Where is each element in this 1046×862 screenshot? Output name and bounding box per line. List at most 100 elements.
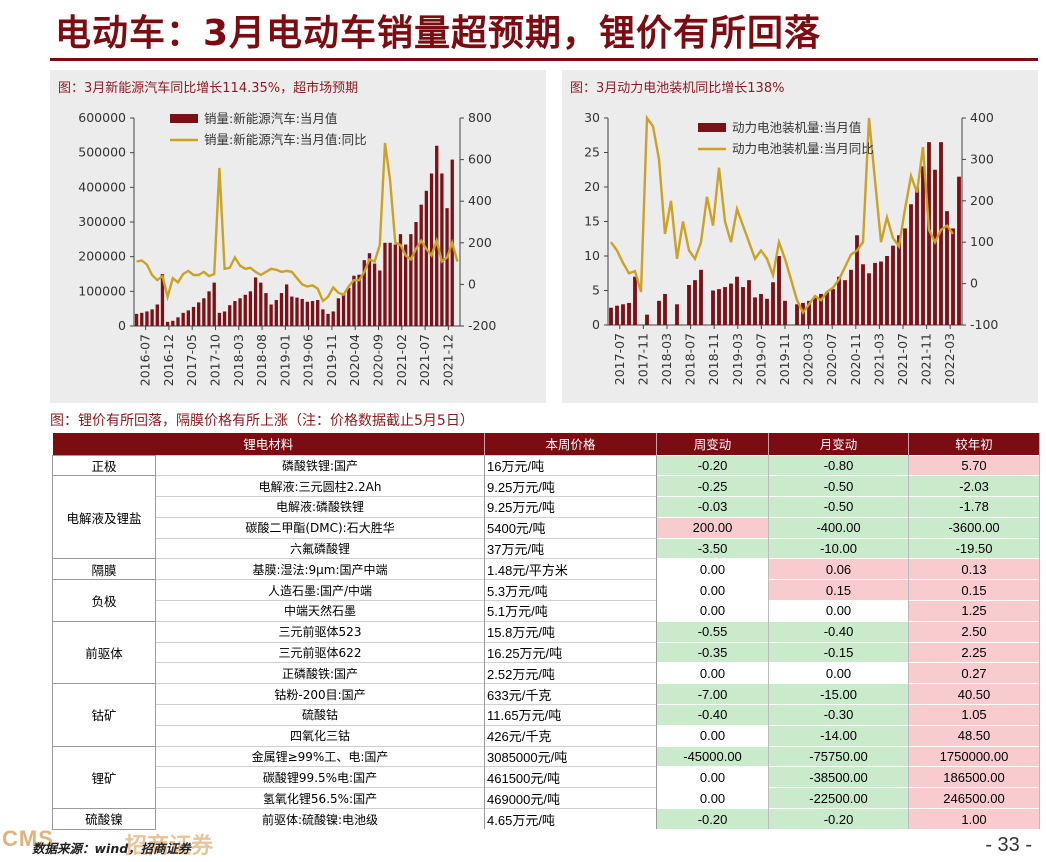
bar: [202, 298, 206, 326]
bar: [843, 280, 847, 325]
week-change-cell: 0.00: [656, 600, 770, 622]
material-name-cell: 人造石墨:国产/中端: [154, 579, 486, 601]
week-change-cell: -45000.00: [656, 745, 770, 767]
brand-logo: CMS: [2, 826, 54, 851]
table-row: 氢氧化锂56.5%:国产 469000元/吨 0.00 -22500.00 246500…: [53, 787, 1041, 809]
bar: [191, 306, 196, 326]
x-tick-label: 2017-11: [635, 333, 650, 385]
price-cell: 3085000元/吨: [484, 745, 658, 767]
month-change-cell: -0.30: [768, 704, 910, 726]
bar: [609, 307, 613, 325]
price-cell: 4.65万元/吨: [484, 808, 658, 830]
bar: [134, 313, 139, 326]
ytd-change-cell: -19.50: [908, 537, 1041, 559]
bar: [837, 276, 841, 325]
bar: [362, 260, 366, 326]
bar: [759, 293, 763, 325]
table-row: 硫酸镍 前驱体:硫酸镍:电池级 4.65万元/吨 -0.20 -0.20 1.00: [52, 808, 1041, 830]
bar: [891, 245, 895, 325]
bar: [921, 166, 925, 325]
x-tick-label: 2021-07: [417, 334, 432, 386]
data-source-note: 数据来源：wind，招商证券: [32, 841, 191, 856]
bar: [321, 309, 325, 326]
ytd-change-cell: 1.00: [908, 808, 1041, 830]
x-tick-label: 2021-03: [871, 333, 886, 385]
bar: [717, 289, 721, 325]
month-change-cell: 0.00: [768, 662, 910, 684]
bar: [409, 234, 413, 326]
month-change-cell: -15.00: [768, 683, 910, 705]
table-row: 锂矿 金属锂≥99%工、电:国产 3085000元/吨 -45000.00 -75750…: [52, 745, 1041, 810]
x-tick-label: 2016-07: [138, 334, 153, 386]
bar: [945, 211, 949, 325]
y-right-tick-label: 0: [468, 276, 476, 291]
month-change-cell: -10.00: [768, 537, 910, 559]
material-name-cell: 氢氧化锂56.5%:国产: [154, 787, 486, 809]
price-cell: 37万元/吨: [484, 537, 658, 559]
legend-bar-swatch: [170, 114, 198, 123]
y-left-tick-label: 200000: [78, 249, 126, 264]
bar: [295, 297, 299, 326]
week-change-cell: -0.55: [656, 620, 770, 643]
bar: [372, 263, 377, 326]
series-line: [610, 114, 954, 315]
x-tick-label: 2019-11: [777, 333, 792, 385]
month-change-cell: -0.20: [768, 808, 910, 830]
y-left-tick-label: 500000: [78, 145, 126, 160]
table-row: 正磷酸铁:国产 2.52万元/吨 0.00 0.00 0.27: [53, 662, 1041, 684]
bar: [336, 298, 341, 326]
price-cell: 633元/千克: [484, 683, 658, 705]
week-change-cell: -0.25: [656, 475, 770, 497]
bar: [813, 297, 817, 325]
month-change-cell: -0.80: [768, 454, 910, 476]
title-rule: [50, 58, 1038, 61]
bar: [429, 173, 434, 326]
bar: [259, 282, 263, 326]
price-cell: 16.25万元/吨: [484, 641, 658, 663]
table-row: 中端天然石墨 5.1万元/吨 0.00 0.00 1.25: [53, 600, 1041, 622]
series-line: [136, 142, 459, 303]
week-change-cell: -0.20: [656, 454, 770, 476]
materials-price-table: 锂电材料 本周价格 周变动 月变动 较年初 正极 磷酸铁锂:国产 16万元/吨 -0.…: [52, 433, 1041, 830]
x-tick-label: 2021-07: [895, 333, 910, 385]
bar: [741, 287, 745, 325]
ytd-change-cell: 2.25: [908, 641, 1041, 663]
bar: [284, 284, 289, 326]
month-change-cell: -75750.00: [768, 745, 910, 767]
ytd-change-cell: 0.27: [908, 662, 1041, 684]
bar: [222, 311, 227, 326]
x-tick-label: 2017-10: [208, 334, 223, 386]
y-right-tick-label: -200: [468, 318, 496, 333]
x-tick-label: 2018-07: [683, 333, 698, 385]
bar: [274, 300, 278, 326]
category-cell: 负极: [52, 579, 156, 622]
week-change-cell: -7.00: [656, 683, 770, 705]
bar: [729, 283, 733, 325]
y-left-tick-label: 30: [584, 110, 600, 125]
x-tick-label: 2019-03: [730, 333, 745, 385]
x-tick-label: 2019-11: [324, 334, 339, 386]
x-tick-label: 2017-07: [612, 333, 627, 385]
table-row: 六氟磷酸锂 37万元/吨 -3.50 -10.00 -19.50: [53, 537, 1041, 559]
category-cell: 钴矿: [52, 683, 156, 747]
table-row: 碳酸锂99.5%电:国产 461500元/吨 0.00 -38500.00 186500…: [53, 766, 1041, 788]
material-name-cell: 碳酸锂99.5%电:国产: [154, 766, 486, 788]
price-cell: 2.52万元/吨: [484, 662, 658, 684]
month-change-cell: -400.00: [768, 516, 910, 539]
month-change-cell: 0.15: [768, 579, 910, 601]
header-month-change: 月变动: [768, 433, 910, 455]
ytd-change-cell: 0.15: [908, 579, 1041, 601]
bar: [615, 305, 619, 325]
price-cell: 9.25万元/吨: [484, 496, 658, 518]
legend-bar-label: 销量:新能源汽车:当月值: [204, 111, 337, 126]
bar: [150, 309, 154, 326]
x-tick-label: 2018-03: [659, 333, 674, 385]
month-change-cell: -0.15: [768, 641, 910, 663]
material-name-cell: 碳酸二甲酯(DMC):石大胜华: [154, 516, 486, 539]
week-change-cell: -0.40: [656, 704, 770, 726]
bar: [352, 275, 356, 326]
bar: [264, 293, 268, 326]
brand-logo-cn: 招商证券: [125, 834, 214, 859]
bar: [440, 173, 444, 326]
legend-line-label: 销量:新能源汽车:当月值:同比: [204, 132, 367, 147]
